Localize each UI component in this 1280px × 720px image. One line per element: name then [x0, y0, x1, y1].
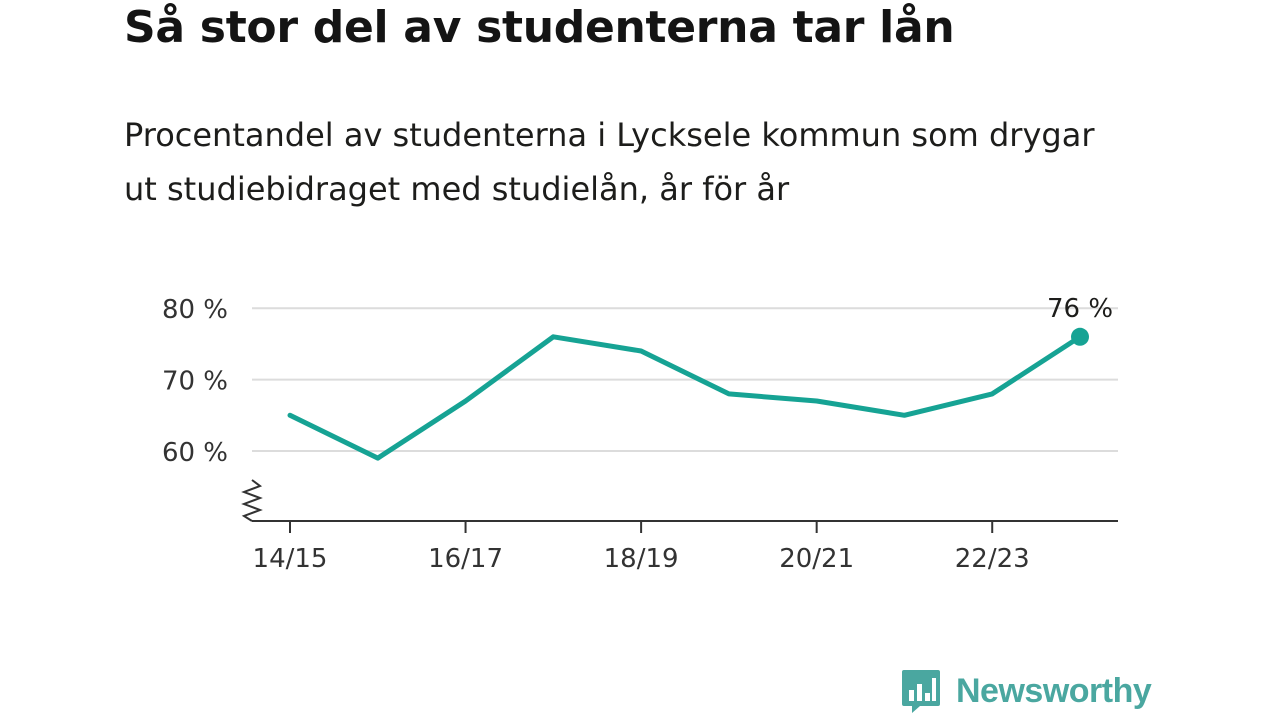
y-tick-label-60: 60 % — [162, 438, 228, 468]
x-tick-label-20-21: 20/21 — [779, 544, 854, 574]
chart-subtitle: Procentandel av studenterna i Lycksele k… — [124, 116, 1095, 208]
line-chart: 60 % 70 % 80 % 14/15 16/17 18/19 20/21 22/23 76 … — [162, 294, 1118, 574]
x-tick-label-18-19: 18/19 — [604, 544, 679, 574]
x-tick-label-14-15: 14/15 — [253, 544, 328, 574]
x-tick-label-16-17: 16/17 — [428, 544, 503, 574]
end-point-marker — [1071, 327, 1089, 346]
x-tick-label-22-23: 22/23 — [955, 544, 1030, 574]
axis-break-icon — [241, 479, 263, 522]
brand-logo: Newsworthy — [900, 668, 1152, 714]
newsworthy-logo-icon — [902, 670, 940, 713]
y-tick-label-70: 70 % — [162, 367, 228, 397]
y-tick-label-80: 80 % — [162, 295, 228, 325]
chart-title: Så stor del av studenterna tar lån — [124, 2, 955, 53]
series-line-0 — [287, 334, 1083, 461]
brand-name: Newsworthy — [956, 671, 1152, 710]
end-point-label: 76 % — [1047, 294, 1113, 324]
